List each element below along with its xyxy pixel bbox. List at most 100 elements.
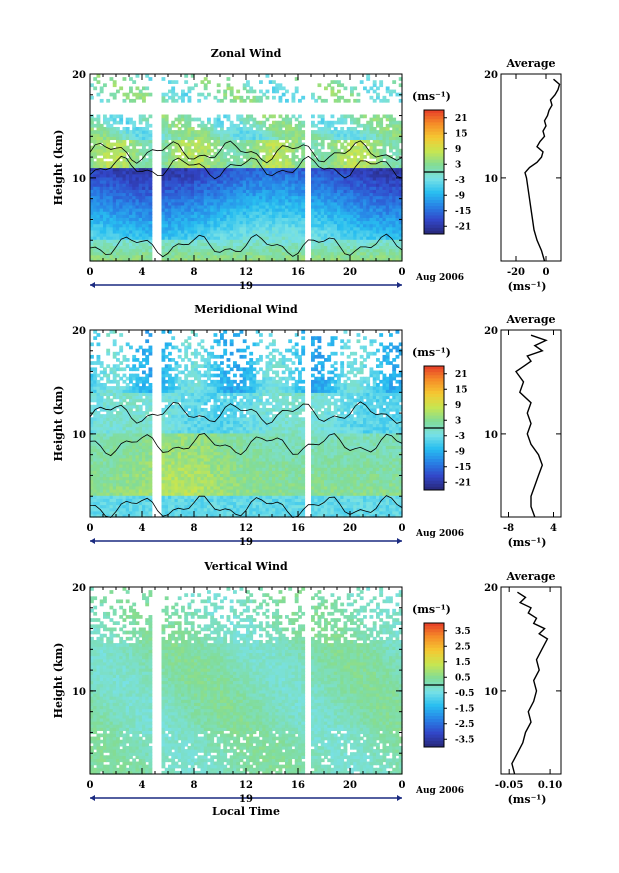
heatmap-cell bbox=[168, 80, 172, 84]
heatmap-cell bbox=[239, 201, 244, 206]
heatmap-cell bbox=[116, 155, 120, 159]
heatmap-cell bbox=[138, 257, 143, 262]
heatmap-cell bbox=[168, 173, 172, 178]
heatmap-cell bbox=[138, 189, 143, 194]
heatmap-cell bbox=[229, 254, 234, 259]
heatmap-cell bbox=[148, 123, 153, 128]
heatmap-cell bbox=[90, 211, 94, 215]
heatmap-cell bbox=[145, 211, 150, 215]
heatmap-cell bbox=[242, 145, 247, 150]
heatmap-cell bbox=[103, 192, 107, 197]
heatmap-cell bbox=[125, 167, 130, 172]
heatmap-cell bbox=[255, 254, 260, 259]
heatmap-cell bbox=[168, 232, 172, 237]
heatmap-cell bbox=[181, 170, 185, 175]
heatmap-cell bbox=[142, 201, 146, 206]
heatmap-cell bbox=[168, 236, 172, 240]
heatmap-cell bbox=[252, 123, 257, 128]
heatmap-cell bbox=[265, 155, 270, 159]
heatmap-cell bbox=[125, 201, 130, 206]
heatmap-cell bbox=[197, 204, 202, 209]
heatmap-cell bbox=[233, 248, 237, 253]
heatmap-cell bbox=[249, 139, 254, 144]
heatmap-cell bbox=[252, 145, 257, 150]
heatmap-cell bbox=[255, 229, 260, 234]
heatmap-cell bbox=[265, 164, 270, 169]
heatmap-cell bbox=[259, 257, 263, 262]
heatmap-cell bbox=[203, 86, 208, 91]
heatmap-cell bbox=[226, 179, 231, 184]
heatmap-cell bbox=[171, 204, 176, 209]
heatmap-cell bbox=[129, 139, 133, 144]
heatmap-cell bbox=[259, 89, 263, 94]
heatmap-cell bbox=[181, 89, 185, 94]
heatmap-cell bbox=[164, 239, 169, 243]
heatmap-cell bbox=[119, 142, 124, 147]
heatmap-cell bbox=[223, 92, 228, 97]
heatmap-cell bbox=[145, 248, 150, 253]
heatmap-cell bbox=[249, 220, 254, 225]
heatmap-cell bbox=[135, 208, 140, 212]
heatmap-cell bbox=[226, 211, 231, 215]
heatmap-cell bbox=[216, 151, 221, 156]
heatmap-cell bbox=[164, 117, 169, 122]
heatmap-cell bbox=[122, 161, 127, 165]
heatmap-cell bbox=[93, 367, 98, 372]
heatmap-cell bbox=[216, 239, 221, 243]
colorbar-segment bbox=[424, 227, 444, 232]
heatmap-cell bbox=[181, 189, 185, 194]
heatmap-cell bbox=[190, 208, 195, 212]
heatmap-cell bbox=[220, 120, 224, 125]
heatmap-cell bbox=[106, 117, 111, 122]
heatmap-cell bbox=[184, 151, 189, 156]
heatmap-cell bbox=[148, 151, 153, 156]
heatmap-cell bbox=[363, 114, 367, 119]
heatmap-cell bbox=[112, 142, 117, 147]
heatmap-cell bbox=[210, 179, 215, 184]
heatmap-cell bbox=[177, 201, 182, 206]
heatmap-cell bbox=[216, 173, 221, 178]
heatmap-cell bbox=[119, 236, 124, 240]
heatmap-cell bbox=[213, 226, 218, 231]
colorbar-segment bbox=[424, 134, 444, 139]
heatmap-cell bbox=[242, 170, 247, 175]
heatmap-cell bbox=[109, 170, 114, 175]
heatmap-cell bbox=[116, 186, 120, 190]
heatmap-cell bbox=[103, 232, 107, 237]
heatmap-cell bbox=[145, 170, 150, 175]
heatmap-cell bbox=[203, 217, 208, 222]
heatmap-cell bbox=[116, 89, 120, 94]
heatmap-cell bbox=[96, 214, 101, 218]
heatmap-cell bbox=[242, 148, 247, 153]
heatmap-cell bbox=[181, 98, 185, 103]
heatmap-cell bbox=[109, 204, 114, 209]
heatmap-cell bbox=[236, 254, 241, 259]
heatmap-cell bbox=[125, 95, 130, 100]
heatmap-cell bbox=[249, 145, 254, 150]
heatmap-cell bbox=[239, 133, 244, 137]
heatmap-cell bbox=[99, 148, 104, 153]
heatmap-cell bbox=[262, 257, 267, 262]
heatmap-cell bbox=[190, 186, 195, 190]
heatmap-cell bbox=[203, 170, 208, 175]
heatmap-cell bbox=[148, 176, 153, 181]
heatmap-cell bbox=[142, 229, 146, 234]
heatmap-cell bbox=[197, 198, 202, 203]
heatmap-cell bbox=[93, 151, 98, 156]
heatmap-cell bbox=[197, 183, 202, 187]
colorbar-tick-label: 9 bbox=[455, 145, 461, 155]
heatmap-cell bbox=[197, 208, 202, 212]
heatmap-cell bbox=[265, 248, 270, 253]
heatmap-cell bbox=[177, 232, 182, 237]
x-tick-label: 20 bbox=[343, 267, 357, 278]
heatmap-cell bbox=[187, 145, 192, 150]
heatmap-cell bbox=[132, 145, 137, 150]
heatmap-cell bbox=[109, 117, 114, 122]
heatmap-cell bbox=[125, 220, 130, 225]
heatmap-cell bbox=[119, 120, 124, 125]
heatmap-cell bbox=[148, 145, 153, 150]
heatmap-cell bbox=[200, 148, 205, 153]
heatmap-cell bbox=[246, 167, 250, 172]
heatmap-cell bbox=[103, 217, 107, 222]
heatmap-cell bbox=[148, 239, 153, 243]
